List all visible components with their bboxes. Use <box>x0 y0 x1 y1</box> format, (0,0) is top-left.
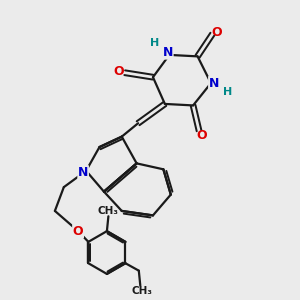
Text: O: O <box>212 26 222 39</box>
Text: N: N <box>209 76 219 90</box>
Text: O: O <box>113 65 124 78</box>
Text: CH₃: CH₃ <box>98 206 119 216</box>
Text: H: H <box>223 87 232 97</box>
Text: H: H <box>150 38 159 48</box>
Text: CH₃: CH₃ <box>131 286 152 296</box>
Text: O: O <box>73 225 83 238</box>
Text: N: N <box>163 46 173 59</box>
Text: N: N <box>78 166 88 179</box>
Text: O: O <box>197 129 207 142</box>
